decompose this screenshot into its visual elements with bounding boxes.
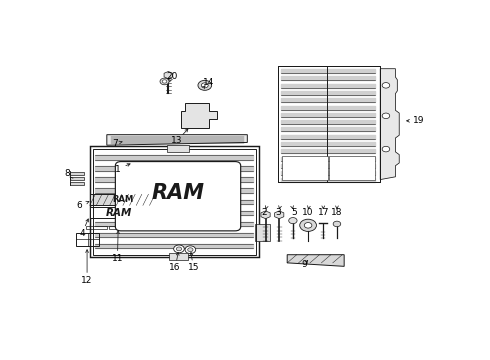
Text: 14: 14 (203, 77, 214, 86)
Circle shape (162, 80, 167, 83)
Circle shape (185, 246, 196, 253)
Circle shape (198, 80, 212, 90)
Bar (329, 156, 375, 180)
Circle shape (188, 248, 193, 252)
Circle shape (333, 221, 341, 227)
Polygon shape (181, 103, 217, 128)
Text: 7: 7 (112, 139, 118, 148)
Bar (255, 224, 270, 240)
Polygon shape (380, 69, 399, 180)
Bar (70, 181, 84, 185)
Text: RAM: RAM (106, 208, 132, 217)
Text: 4: 4 (79, 229, 85, 238)
Circle shape (289, 217, 297, 224)
Bar (169, 253, 188, 260)
Text: 11: 11 (112, 254, 123, 263)
Text: 13: 13 (172, 136, 183, 145)
Circle shape (382, 146, 390, 152)
Text: RAM: RAM (112, 195, 134, 204)
Bar (70, 172, 84, 175)
Text: 18: 18 (331, 208, 343, 217)
Text: 9: 9 (301, 261, 307, 269)
Text: 17: 17 (318, 208, 329, 217)
FancyBboxPatch shape (115, 162, 241, 231)
Circle shape (176, 247, 182, 251)
Text: 12: 12 (81, 276, 93, 285)
Text: RAM: RAM (151, 184, 204, 203)
Polygon shape (287, 255, 344, 266)
Circle shape (173, 245, 184, 253)
Text: 20: 20 (167, 72, 178, 81)
Circle shape (300, 219, 317, 231)
Circle shape (382, 113, 390, 118)
Text: 8: 8 (65, 169, 70, 178)
Text: 5: 5 (291, 208, 296, 217)
Bar (281, 156, 328, 180)
Text: 2: 2 (262, 208, 267, 217)
Bar (167, 145, 190, 152)
Bar (109, 226, 130, 229)
Text: 3: 3 (275, 208, 281, 217)
Text: 16: 16 (170, 263, 181, 272)
Polygon shape (107, 135, 247, 145)
Bar (70, 176, 84, 180)
Bar (278, 66, 380, 183)
Bar (90, 194, 156, 205)
Text: 6: 6 (76, 201, 82, 210)
Bar (278, 66, 380, 183)
Circle shape (304, 222, 312, 228)
Bar (90, 207, 148, 218)
Circle shape (382, 82, 390, 88)
Bar (90, 146, 259, 257)
Text: 1: 1 (115, 165, 121, 174)
Text: 19: 19 (413, 116, 424, 125)
Circle shape (201, 83, 208, 88)
Bar (86, 226, 107, 229)
Bar (93, 149, 256, 255)
Text: 15: 15 (188, 263, 199, 272)
Bar (76, 233, 99, 246)
Circle shape (160, 78, 169, 85)
Text: 10: 10 (301, 208, 313, 217)
